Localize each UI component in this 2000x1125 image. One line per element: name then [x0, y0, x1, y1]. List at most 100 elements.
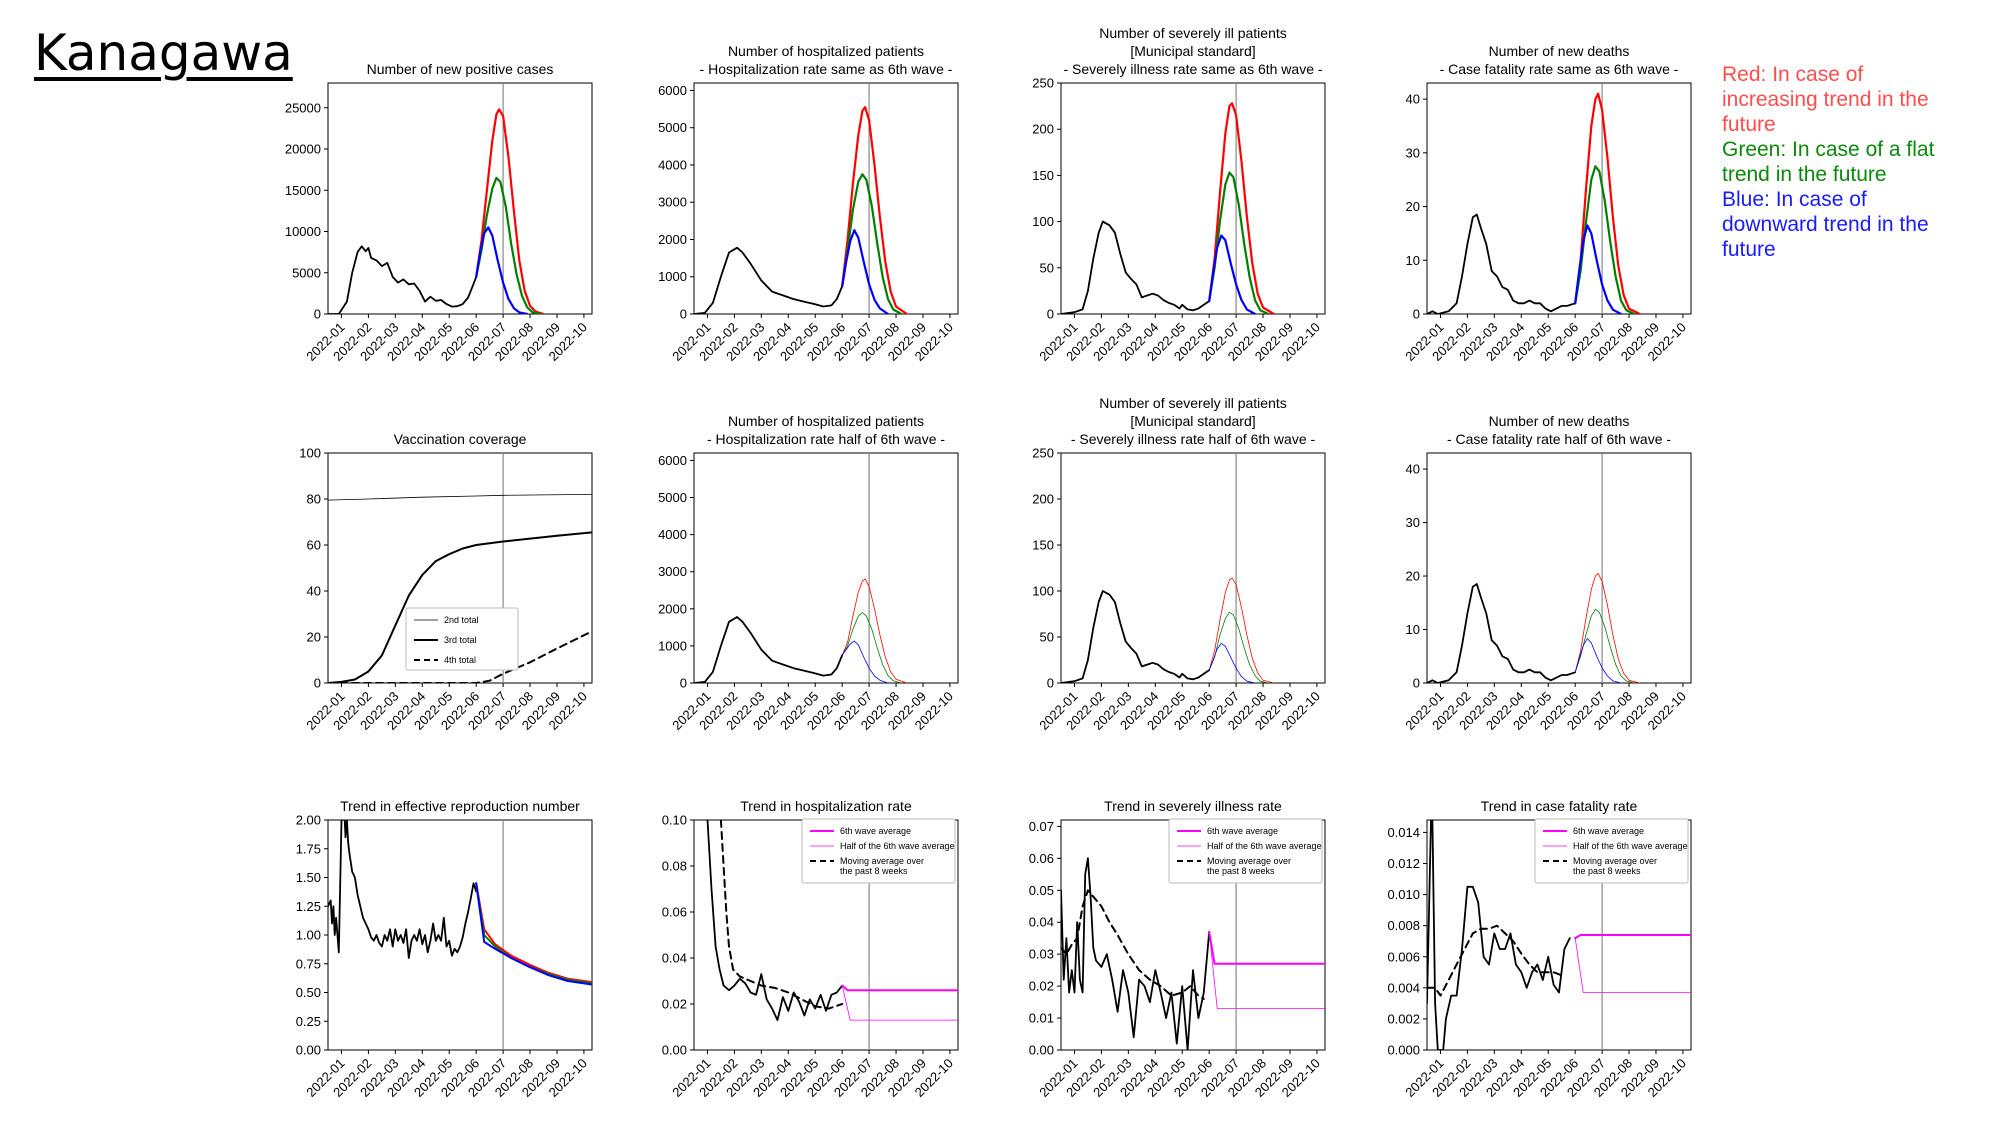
legend-label: 6th wave average: [1207, 826, 1278, 836]
y-tick-label: 0.06: [1029, 851, 1054, 866]
y-tick-label: 0.00: [662, 1043, 687, 1058]
y-tick-label: 6000: [658, 453, 687, 468]
series-line-blue-3: [1208, 234, 1257, 314]
y-tick-label: 0.010: [1387, 887, 1420, 902]
y-tick-label: 0: [1047, 307, 1054, 322]
y-tick-label: 0.012: [1387, 856, 1420, 871]
y-tick-label: 1.50: [296, 870, 321, 885]
region-title: Kanagawa: [34, 24, 293, 82]
series-group: [328, 108, 545, 314]
legend-box: [405, 607, 519, 671]
series-group: [694, 578, 908, 683]
chart-title: Trend in severely illness rate: [1104, 798, 1282, 814]
legend-label: 3rd total: [444, 635, 477, 645]
chart-title: - Case fatality rate half of 6th wave -: [1447, 431, 1671, 447]
series-line-black-1: [719, 820, 844, 1010]
y-tick-label: 30: [1406, 145, 1420, 160]
series-group: [694, 106, 908, 314]
series-group: [328, 820, 592, 986]
chart-title: [Municipal standard]: [1130, 43, 1255, 59]
y-tick-label: 80: [307, 492, 321, 507]
chart-title: - Hospitalization rate same as 6th wave …: [700, 61, 953, 77]
legend-label: Moving average over: [1207, 856, 1291, 866]
y-tick-label: 2000: [658, 232, 687, 247]
y-tick-label: 1000: [658, 638, 687, 653]
legend-note-red: Red: In case of increasing trend in the …: [1722, 63, 1929, 136]
chart-deaths_half: Number of new deaths - Case fatality rate…: [1402, 413, 1692, 733]
series-line-green-2: [1208, 611, 1269, 683]
chart-title: Trend in hospitalization rate: [740, 798, 912, 814]
chart-title: Trend in effective reproduction number: [340, 798, 580, 814]
plot-frame: [327, 819, 593, 1051]
y-tick-label: 40: [1406, 462, 1420, 477]
series-line-black-1: [1427, 924, 1563, 997]
plot-frame: [1426, 452, 1692, 684]
legend-label: 6th wave average: [840, 826, 911, 836]
chart-title: Vaccination coverage: [394, 431, 527, 447]
y-tick-label: 0.08: [662, 859, 687, 874]
legend-label-line2: the past 8 weeks: [1207, 866, 1275, 876]
series-group: [1061, 102, 1275, 314]
series-line-blue-3: [841, 640, 889, 683]
series-line-green-2: [1208, 171, 1270, 314]
legend-label: 6th wave average: [1573, 826, 1644, 836]
y-tick-label: 0: [314, 676, 321, 691]
y-tick-label: 40: [307, 584, 321, 599]
y-tick-label: 2000: [658, 601, 687, 616]
y-tick-label: 0.002: [1387, 1011, 1420, 1026]
series-line-blue-3: [1208, 643, 1256, 683]
y-tick-label: 10: [1406, 253, 1420, 268]
series-line-red-1: [841, 578, 908, 683]
series-line-green-2: [475, 176, 542, 314]
series-line-magenta-3: [1574, 937, 1691, 993]
series-group: [1061, 857, 1325, 1050]
series-line-black-0: [706, 820, 844, 1021]
series-line-red-1: [475, 882, 592, 984]
chart-title: Number of new positive cases: [367, 61, 554, 77]
chart-rt: Trend in effective reproduction number 0.…: [296, 798, 593, 1100]
chart-title: Number of severely ill patients: [1099, 25, 1287, 41]
series-line-black-0: [328, 493, 592, 501]
legend-note-green: Green: In case of a flat trend in the fu…: [1722, 138, 1935, 186]
chart-hosp_rate: Trend in hospitalization rate 0.00 0.02 0.0…: [662, 798, 959, 1100]
y-tick-label: 20000: [285, 142, 321, 157]
y-tick-label: 0.04: [1029, 915, 1054, 930]
legend-label: Half of the 6th wave average: [840, 841, 955, 851]
y-tick-label: 0.01: [1029, 1011, 1054, 1026]
series-line-black-0: [1427, 820, 1571, 1050]
y-tick-label: 0.25: [296, 1014, 321, 1029]
chart-severe_same: Number of severely ill patients [Municipa…: [1032, 25, 1326, 364]
series-line-black-0: [1061, 857, 1211, 1050]
series-line-red-1: [841, 106, 908, 314]
series-line-magenta-3: [841, 985, 958, 1021]
y-tick-label: 3000: [658, 195, 687, 210]
legend-label-line2: the past 8 weeks: [840, 866, 908, 876]
y-tick-label: 30: [1406, 515, 1420, 530]
y-tick-label: 100: [1032, 214, 1054, 229]
y-tick-label: 4000: [658, 527, 687, 542]
plot-frame: [1426, 82, 1692, 315]
y-tick-label: 100: [1032, 584, 1054, 599]
series-line-black-0: [1061, 220, 1211, 314]
chart-legend: 6th wave average Half of the 6th wave ave…: [801, 818, 956, 884]
chart-title: Number of severely ill patients: [1099, 395, 1287, 411]
y-tick-label: 20: [307, 630, 321, 645]
chart-title: Trend in case fatality rate: [1481, 798, 1638, 814]
plot-frame: [327, 82, 593, 315]
y-tick-label: 250: [1032, 446, 1054, 461]
series-group: [1427, 92, 1641, 314]
y-tick-label: 20: [1406, 199, 1420, 214]
chart-title: - Severely illness rate same as 6th wave…: [1063, 61, 1322, 77]
series-group: [328, 493, 592, 683]
y-tick-label: 1000: [658, 269, 687, 284]
y-tick-label: 10: [1406, 622, 1420, 637]
y-tick-label: 150: [1032, 168, 1054, 183]
y-tick-label: 60: [307, 538, 321, 553]
series-line-blue-3: [1574, 638, 1622, 683]
legend-label: 2nd total: [444, 615, 479, 625]
legend-box: [1168, 818, 1323, 884]
chart-legend: 6th wave average Half of the 6th wave ave…: [1168, 818, 1323, 884]
series-line-red-1: [1208, 102, 1275, 314]
chart-legend: 2nd total 3rd total 4th total: [405, 607, 519, 671]
